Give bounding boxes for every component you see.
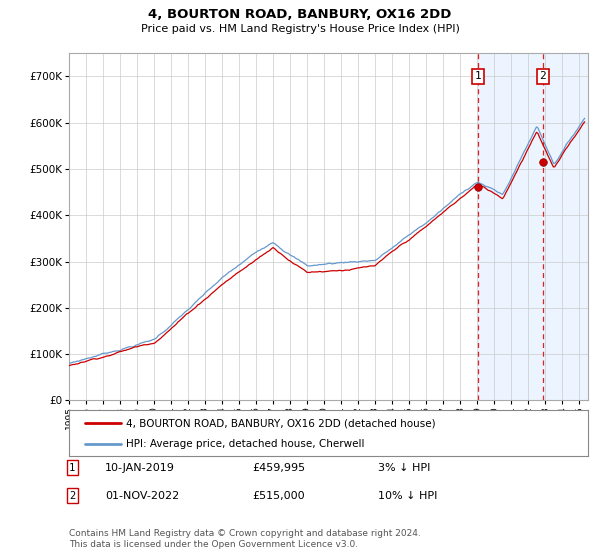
Text: 01-NOV-2022: 01-NOV-2022 [105,491,179,501]
Text: 2: 2 [539,71,546,81]
Text: £515,000: £515,000 [252,491,305,501]
Text: 3% ↓ HPI: 3% ↓ HPI [378,463,430,473]
Text: 2: 2 [69,491,75,501]
Text: Price paid vs. HM Land Registry's House Price Index (HPI): Price paid vs. HM Land Registry's House … [140,24,460,34]
Text: £459,995: £459,995 [252,463,305,473]
Text: 4, BOURTON ROAD, BANBURY, OX16 2DD: 4, BOURTON ROAD, BANBURY, OX16 2DD [148,8,452,21]
Text: 1: 1 [69,463,75,473]
Text: HPI: Average price, detached house, Cherwell: HPI: Average price, detached house, Cher… [126,440,365,450]
Text: 1: 1 [475,71,481,81]
Text: 4, BOURTON ROAD, BANBURY, OX16 2DD (detached house): 4, BOURTON ROAD, BANBURY, OX16 2DD (deta… [126,418,436,428]
Text: 10% ↓ HPI: 10% ↓ HPI [378,491,437,501]
Bar [478,53,588,400]
Text: Contains HM Land Registry data © Crown copyright and database right 2024.
This d: Contains HM Land Registry data © Crown c… [69,529,421,549]
Text: 10-JAN-2019: 10-JAN-2019 [105,463,175,473]
